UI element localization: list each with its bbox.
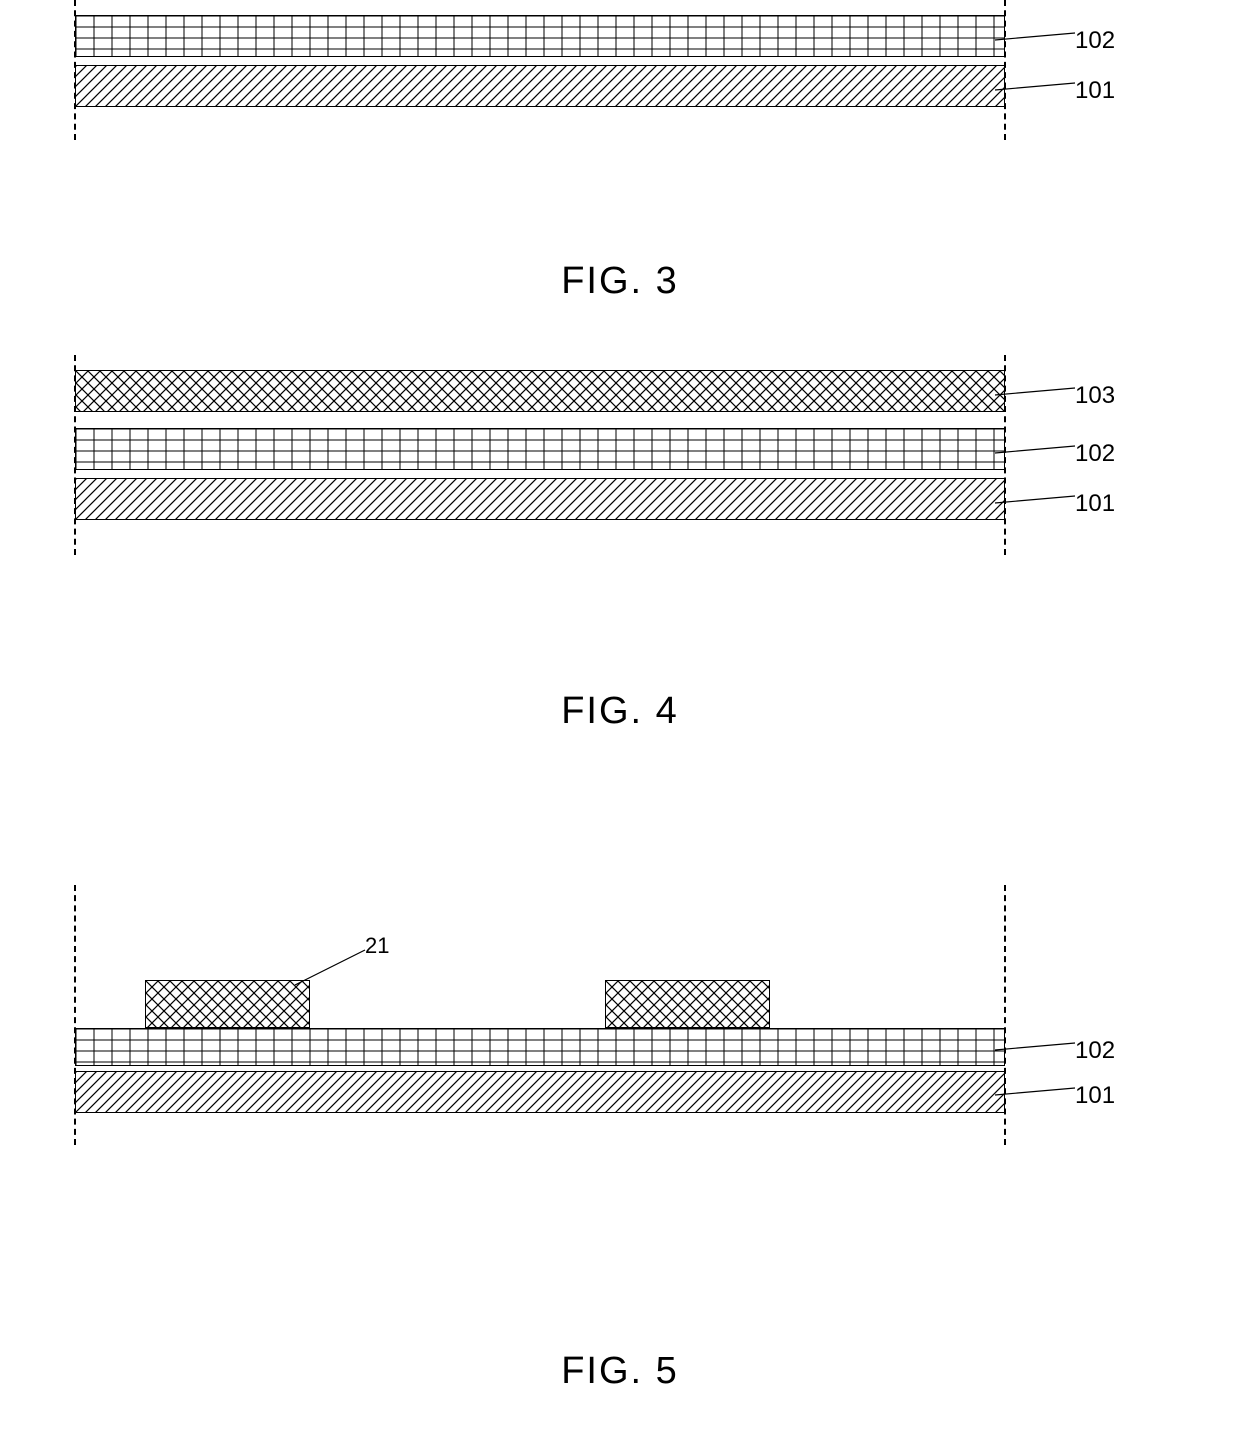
callout-103: 103 [1075,382,1115,410]
fig4-label: FIG. 4 [0,690,1240,733]
callout-101: 101 [1075,490,1115,518]
callout-svg [75,885,1175,1165]
callout-102: 102 [1075,1037,1115,1065]
callout-svg [75,15,1175,145]
callout-101: 101 [1075,77,1115,105]
callout-21: 21 [365,933,389,959]
fig3-label: FIG. 3 [0,260,1240,303]
fig5-label: FIG. 5 [0,1350,1240,1393]
callout-101: 101 [1075,1082,1115,1110]
callout-102: 102 [1075,27,1115,55]
figure-3: 102 101 [0,15,1240,145]
fig4-diagram [75,370,1005,560]
fig5-diagram: 21 [75,885,1005,1165]
fig3-diagram [75,15,1005,145]
figure-4: 103 102 101 [0,370,1240,560]
callout-svg [75,370,1175,560]
figure-5: 21 102 101 [0,885,1240,1165]
callout-102: 102 [1075,440,1115,468]
